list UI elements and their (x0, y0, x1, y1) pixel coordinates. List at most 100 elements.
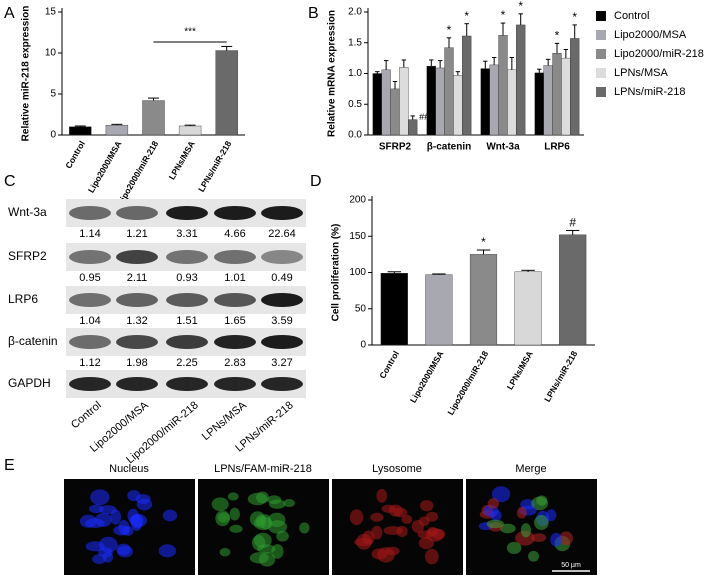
blot-row-label: β-catenin (8, 334, 58, 348)
band-value: 1.65 (224, 315, 245, 327)
bar (516, 24, 526, 136)
y-tick-label: 5 (50, 89, 56, 100)
cell (393, 507, 408, 518)
band-value: 1.21 (126, 228, 147, 240)
bar (390, 88, 400, 136)
bar (507, 69, 517, 136)
x-tick-label: LRP6 (544, 142, 570, 153)
y-tick-label: 2.0 (348, 7, 362, 18)
y-tick-label: 150 (349, 231, 366, 242)
cell (486, 519, 505, 529)
y-tick-label: 0 (360, 340, 366, 351)
x-tick-label: LPNs/miR-218 (196, 139, 233, 194)
cell (268, 499, 286, 509)
cell (431, 528, 446, 540)
blot-band (116, 293, 158, 307)
legend-swatch (596, 11, 606, 21)
blot-band (214, 335, 256, 349)
cell (349, 509, 364, 526)
blot-row-label: SFRP2 (8, 249, 47, 263)
cell (424, 548, 439, 565)
band-value: 0.49 (271, 272, 292, 284)
blot-band (214, 293, 256, 307)
blot-band (166, 377, 208, 391)
scale-bar-label: 50 μm (561, 562, 581, 569)
x-tick-label: Control (377, 349, 401, 380)
cell (253, 532, 272, 549)
panel-label: A (4, 5, 15, 22)
bar (498, 35, 508, 136)
blot-band (166, 293, 208, 307)
y-tick-label: 100 (349, 267, 366, 278)
cell (247, 492, 268, 506)
blot-band (166, 206, 208, 220)
bar (534, 72, 544, 136)
band-value: 0.95 (79, 272, 100, 284)
x-tick-label: Lipo2000/MSA (86, 139, 124, 194)
significance: * (464, 9, 469, 23)
cell (158, 544, 177, 558)
blot-band (166, 335, 208, 349)
band-value: 1.12 (79, 357, 100, 369)
band-value: 2.83 (224, 357, 245, 369)
bar (178, 125, 202, 136)
cell (370, 512, 384, 522)
blot-band (261, 250, 303, 264)
legend-swatch (596, 68, 606, 78)
lane-label: LPNs/MSA (200, 399, 249, 443)
significance: ## (419, 112, 429, 122)
x-tick-label: Control (63, 139, 87, 170)
cell (283, 499, 295, 508)
band-value: 22.64 (268, 228, 296, 240)
blot-band (69, 206, 111, 220)
cell (490, 510, 502, 522)
bar (469, 254, 498, 346)
band-value: 3.27 (271, 357, 292, 369)
cell (127, 490, 141, 502)
y-tick-label: 0.5 (348, 99, 362, 110)
channel-label: LPNs/FAM-miR-218 (214, 463, 312, 475)
cell (534, 515, 549, 530)
significance: # (569, 216, 576, 230)
band-value: 3.31 (176, 228, 197, 240)
band-value: 4.66 (224, 228, 245, 240)
bar (69, 126, 92, 136)
bar (435, 67, 445, 136)
cell (211, 497, 229, 511)
panel-label: C (4, 173, 16, 190)
band-value: 1.98 (126, 357, 147, 369)
bar (453, 75, 463, 136)
bracket-label: *** (184, 27, 196, 38)
blot-band (261, 206, 303, 220)
cell (385, 546, 400, 556)
legend-label: LPNs/MSA (614, 67, 668, 79)
bar (105, 124, 129, 136)
cell (229, 524, 243, 533)
cell (258, 552, 276, 567)
bar (142, 100, 165, 136)
cell (229, 507, 240, 521)
y-tick-label: 0 (50, 130, 56, 141)
bar (381, 69, 391, 136)
cell (559, 531, 573, 546)
legend-swatch (596, 49, 606, 59)
x-tick-label: LPNs/miR-218 (542, 349, 579, 404)
band-value: 1.14 (79, 228, 100, 240)
significance: * (447, 23, 452, 37)
bar (425, 274, 453, 346)
channel-label: Nucleus (109, 463, 149, 475)
blot-band (116, 250, 158, 264)
cell (499, 523, 516, 534)
cell (356, 533, 373, 550)
blot-row-label: GAPDH (8, 376, 51, 390)
bar (444, 47, 454, 136)
bar (489, 64, 499, 136)
cell (79, 514, 97, 528)
bar (462, 35, 472, 136)
blot-band (69, 250, 111, 264)
x-tick-label: Lipo2000/miR-218 (115, 139, 160, 207)
bar (561, 57, 571, 136)
cell (418, 536, 434, 550)
panel-label: D (310, 173, 322, 190)
x-tick-label: Lipo2000/miR-218 (445, 349, 490, 417)
